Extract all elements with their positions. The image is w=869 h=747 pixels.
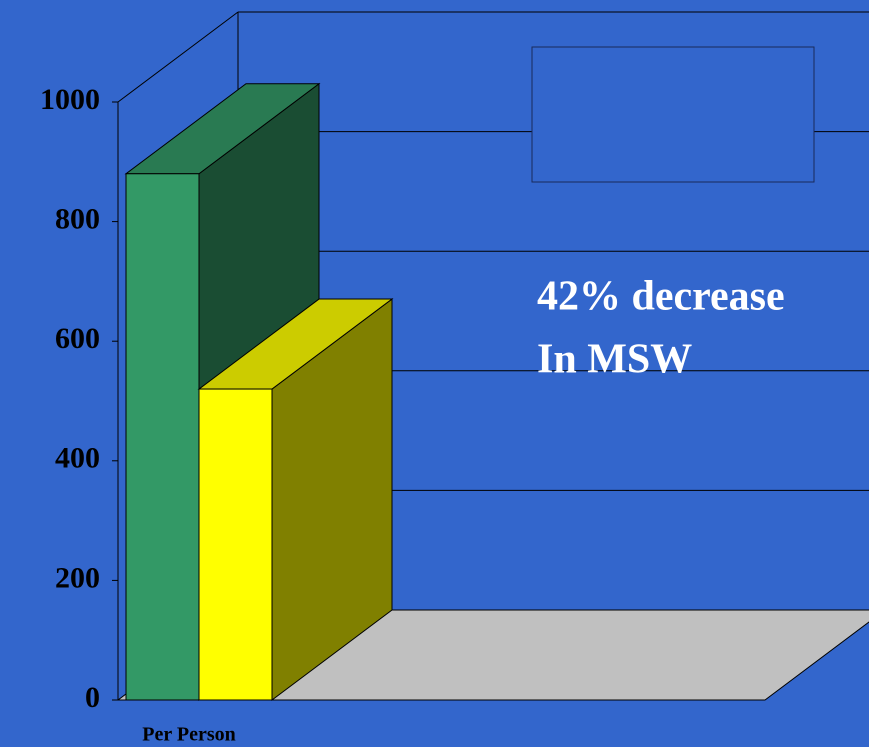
side-wall-top — [117, 11, 239, 103]
bar — [197, 298, 394, 701]
bar-front — [125, 173, 200, 701]
y-tick-label: 800 — [55, 202, 100, 235]
bar-front — [198, 388, 273, 701]
y-tick-label: 1000 — [40, 83, 100, 116]
bars — [124, 82, 394, 701]
legend-box — [531, 46, 815, 183]
annotation: 42% decrease — [537, 274, 785, 320]
x-tick-label: Per Person — [142, 724, 236, 746]
annotation: In MSW — [537, 337, 692, 383]
y-tick-label: 400 — [55, 442, 100, 475]
y-tick-label: 0 — [85, 681, 100, 714]
y-tick-label: 600 — [55, 322, 100, 355]
y-tick-label: 200 — [55, 561, 100, 594]
